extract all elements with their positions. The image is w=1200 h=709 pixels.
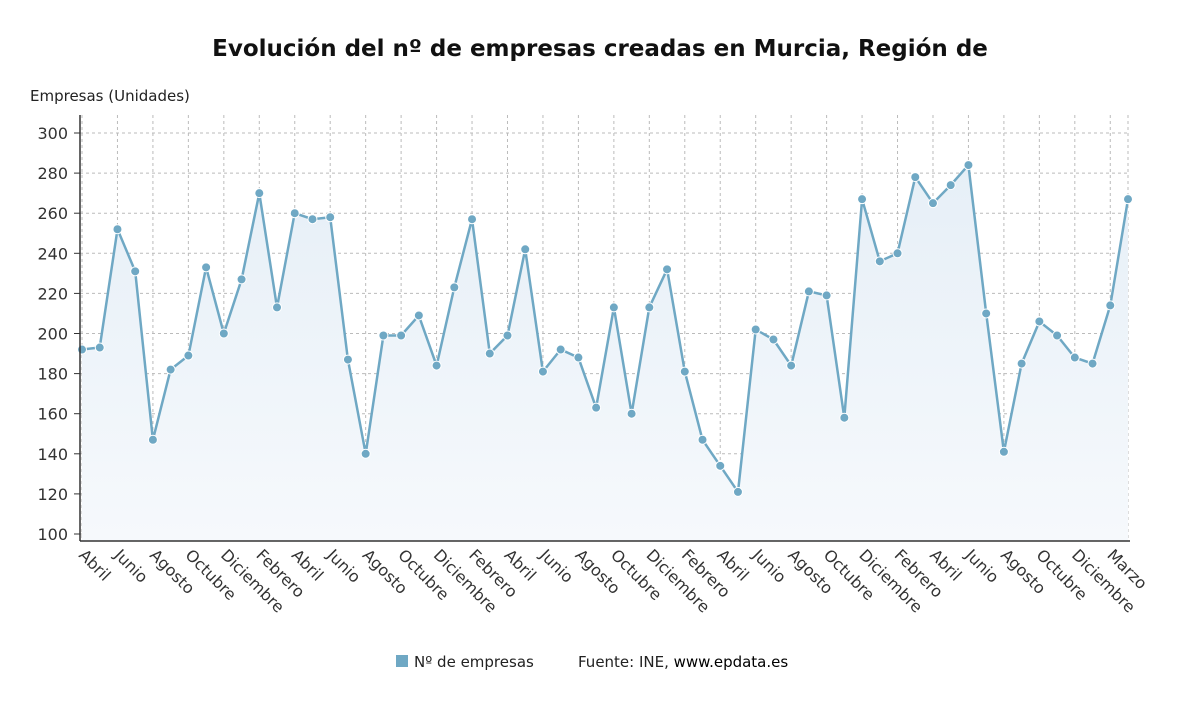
data-point[interactable] — [201, 262, 212, 273]
data-point[interactable] — [272, 302, 283, 313]
data-point[interactable] — [1123, 194, 1133, 205]
legend-swatch — [396, 655, 408, 667]
y-axis-label: Empresas (Unidades) — [30, 87, 190, 105]
y-tick-label: 280 — [37, 164, 68, 183]
data-point[interactable] — [1105, 300, 1116, 311]
source-site: www.epdata.es — [674, 653, 789, 671]
source-text: Fuente: INE, www.epdata.es — [578, 653, 788, 671]
x-tick-label: Junio — [323, 545, 365, 587]
data-point[interactable] — [945, 180, 956, 191]
data-point[interactable] — [963, 160, 974, 171]
data-point[interactable] — [1034, 316, 1045, 327]
data-point[interactable] — [1087, 358, 1098, 369]
data-point[interactable] — [360, 448, 371, 459]
data-point[interactable] — [981, 308, 992, 319]
data-point[interactable] — [839, 412, 850, 423]
data-point[interactable] — [467, 214, 478, 225]
y-tick-label: 100 — [37, 525, 68, 544]
data-point[interactable] — [679, 366, 690, 377]
series-area — [82, 165, 1128, 541]
data-point[interactable] — [697, 434, 708, 445]
data-point[interactable] — [94, 342, 105, 353]
y-tick-label: 220 — [37, 284, 68, 303]
data-point[interactable] — [396, 330, 407, 341]
data-point[interactable] — [112, 224, 123, 235]
y-ticks: 100 120 140 160 180 200 220 240 260 280 300 — [37, 124, 80, 544]
y-tick-label: 180 — [37, 365, 68, 384]
legend-label: Nº de empresas — [414, 653, 534, 671]
data-point[interactable] — [573, 352, 584, 363]
x-tick-label: Junio — [748, 545, 790, 587]
data-point[interactable] — [218, 328, 229, 339]
chart-title: Evolución del nº de empresas creadas en … — [212, 36, 988, 62]
data-point[interactable] — [342, 354, 353, 365]
data-point[interactable] — [626, 408, 637, 419]
data-point[interactable] — [608, 302, 619, 313]
data-point[interactable] — [644, 302, 655, 313]
x-tick-label: Junio — [110, 545, 152, 587]
data-point[interactable] — [927, 198, 938, 209]
data-point[interactable] — [77, 344, 87, 355]
data-point[interactable] — [555, 344, 566, 355]
data-point[interactable] — [662, 264, 673, 275]
data-point[interactable] — [236, 274, 247, 285]
data-point[interactable] — [750, 324, 761, 335]
data-point[interactable] — [413, 310, 424, 321]
data-point[interactable] — [998, 446, 1009, 457]
y-tick-label: 240 — [37, 244, 68, 263]
x-tick-label: Abril — [75, 545, 114, 584]
source-prefix: Fuente: INE, — [578, 653, 674, 671]
data-point[interactable] — [307, 214, 318, 225]
data-point[interactable] — [786, 360, 797, 371]
data-point[interactable] — [431, 360, 442, 371]
data-point[interactable] — [715, 460, 726, 471]
data-point[interactable] — [732, 486, 743, 497]
y-tick-label: 300 — [37, 124, 68, 143]
data-point[interactable] — [1069, 352, 1080, 363]
y-tick-label: 200 — [37, 325, 68, 344]
data-point[interactable] — [537, 366, 548, 377]
data-point[interactable] — [768, 334, 779, 345]
data-point[interactable] — [130, 266, 141, 277]
data-point[interactable] — [378, 330, 389, 341]
x-tick-label: Junio — [535, 545, 577, 587]
data-point[interactable] — [484, 348, 495, 359]
data-point[interactable] — [520, 244, 531, 255]
data-point[interactable] — [874, 256, 885, 267]
data-point[interactable] — [289, 208, 300, 219]
data-point[interactable] — [147, 434, 158, 445]
data-point[interactable] — [910, 172, 921, 183]
data-point[interactable] — [1016, 358, 1027, 369]
y-tick-label: 140 — [37, 445, 68, 464]
y-tick-label: 260 — [37, 204, 68, 223]
y-tick-label: 160 — [37, 405, 68, 424]
data-point[interactable] — [183, 350, 194, 361]
legend[interactable]: Nº de empresas — [396, 653, 534, 671]
data-point[interactable] — [892, 248, 903, 259]
data-point[interactable] — [857, 194, 868, 205]
data-point[interactable] — [254, 188, 265, 199]
data-point[interactable] — [803, 286, 814, 297]
data-point[interactable] — [591, 402, 602, 413]
y-tick-label: 120 — [37, 485, 68, 504]
data-point[interactable] — [821, 290, 832, 301]
data-point[interactable] — [1052, 330, 1063, 341]
data-point[interactable] — [449, 282, 460, 293]
series-points — [77, 160, 1133, 497]
x-tick-label: Junio — [961, 545, 1003, 587]
data-point[interactable] — [165, 364, 176, 375]
data-point[interactable] — [325, 212, 336, 223]
data-point[interactable] — [502, 330, 513, 341]
x-ticks: AbrilJunioAgostoOctubreDiciembreFebreroA… — [75, 545, 1151, 617]
